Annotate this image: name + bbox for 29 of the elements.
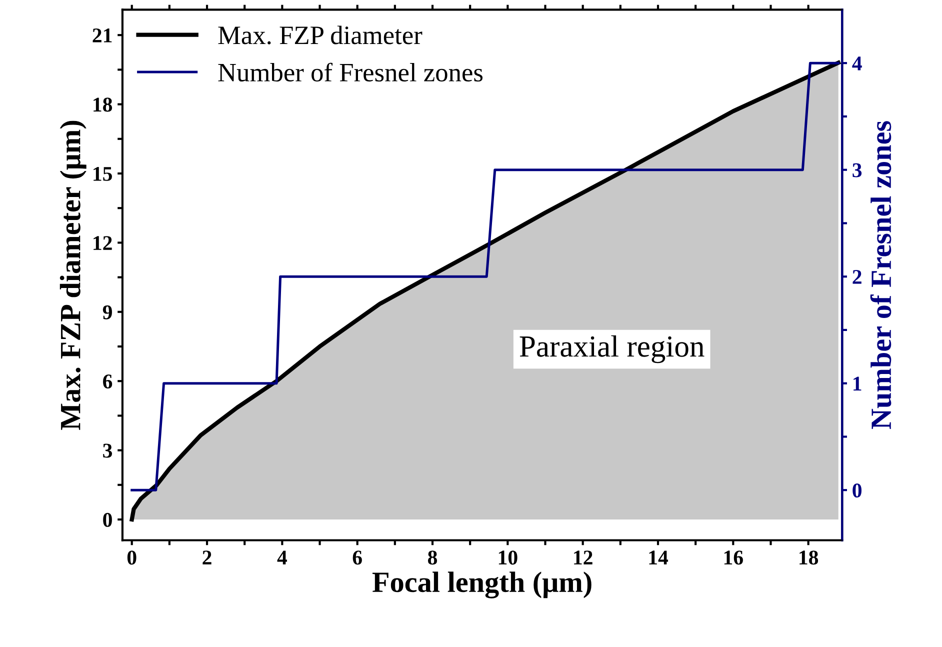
y-tick-label: 0 [103,512,112,527]
x-tick-label: 4 [277,550,288,564]
x-tick-label: 18 [800,550,818,565]
x-tick-label: 2 [202,550,212,564]
y2-tick-label: 1 [854,376,862,391]
x-tick-label: 16 [724,550,743,565]
annotation: Paraxial region [520,335,704,364]
x-tick-label: 8 [428,550,438,565]
x-tick-label: 0 [127,550,136,565]
x-axis-title: Focal length (μm) [372,572,592,598]
y2-tick-label: 0 [852,483,862,498]
y2-tick-label: 3 [852,163,862,178]
y-tick-label: 21 [92,28,112,42]
x-tick-label: 12 [574,550,592,564]
y-tick-label: 12 [94,236,112,250]
x-tick-label: 6 [352,550,362,565]
y2-tick-label: 4 [852,56,862,70]
y-tick-label: 3 [103,444,112,458]
y-tick-label: 9 [102,305,112,320]
y2-axis-title: Number of Fresnel zones [870,121,892,430]
legend-label: Number of Fresnel zones [218,62,483,82]
y2-tick-label: 2 [852,270,862,284]
y-tick-label: 6 [103,374,112,389]
y-tick-label: 15 [94,166,112,181]
legend-label: Max. FZP diameter [218,26,422,44]
y-tick-label: 18 [94,98,112,112]
x-tick-label: 10 [498,550,518,565]
y-axis-title: Max. FZP diameter (μm) [60,120,86,430]
x-tick-label: 14 [649,550,668,564]
